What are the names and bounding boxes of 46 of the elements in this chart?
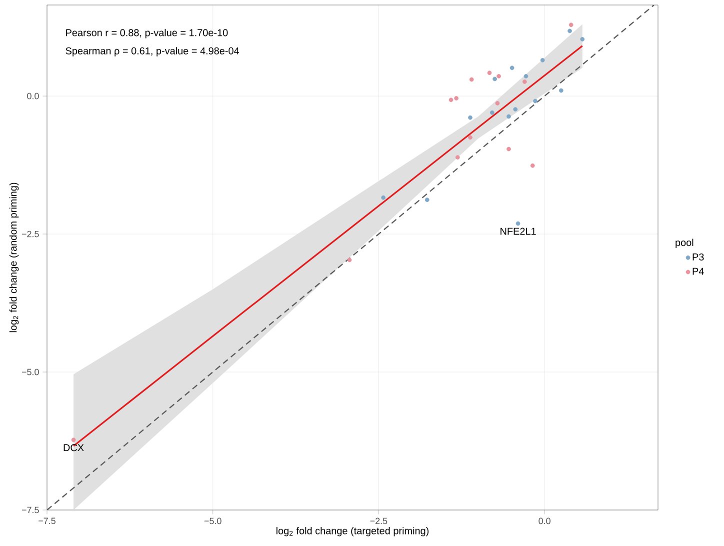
point: [568, 28, 572, 34]
point: [496, 74, 501, 78]
point: [492, 76, 497, 82]
point: [558, 88, 564, 93]
point: [495, 101, 500, 106]
point: [71, 438, 76, 442]
point: [533, 98, 538, 104]
point: [510, 66, 514, 70]
x-tick-label: −7.5: [38, 518, 56, 524]
point: [347, 258, 352, 262]
point: [513, 107, 518, 112]
point: [530, 163, 535, 168]
point: [522, 80, 527, 84]
point: [506, 146, 511, 152]
point: [516, 221, 520, 226]
point: [524, 74, 528, 78]
point: [506, 114, 511, 119]
point: [568, 22, 574, 28]
annotation: DCX: [64, 444, 84, 452]
point: [540, 58, 545, 62]
point: [487, 70, 492, 76]
annotation: Pearson r = 0.88, p-value = 1.70e-10: [66, 28, 228, 38]
point: [468, 115, 472, 120]
y-axis-title: log$_{2}$ fold change (random priming): [9, 182, 19, 332]
annotation: Spearman ρ = 0.61, p-value = 4.98e-04: [66, 47, 240, 56]
legend-title: pool: [676, 238, 694, 248]
annotation: NFE2L1: [500, 228, 536, 235]
x-tick-label: −2.5: [370, 518, 388, 524]
point: [468, 135, 472, 140]
point: [424, 198, 430, 202]
x-tick-label: −5.0: [204, 518, 222, 524]
legend-label: P3: [692, 253, 704, 261]
y-tick-label: −7.5: [22, 506, 39, 514]
y-tick-label: −5.0: [22, 368, 39, 376]
point: [580, 37, 585, 42]
point: [469, 77, 474, 82]
x-tick-label: 0.0: [538, 518, 550, 524]
y-tick-label: −2.5: [22, 230, 39, 238]
point: [448, 98, 454, 102]
point: [381, 195, 386, 200]
x-axis-title: log$_{2}$ fold change (targeted priming): [276, 526, 429, 536]
point: [455, 155, 460, 160]
point: [454, 96, 459, 100]
y-tick-label: 0.0: [27, 92, 39, 100]
legend-label: P4: [692, 268, 704, 275]
point: [490, 110, 494, 115]
